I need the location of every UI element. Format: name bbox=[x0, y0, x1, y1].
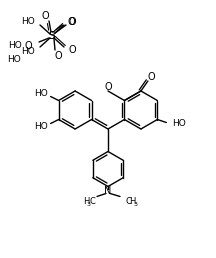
Text: S: S bbox=[49, 31, 55, 41]
Text: HO: HO bbox=[34, 122, 48, 131]
Text: N: N bbox=[104, 187, 112, 197]
Text: O: O bbox=[104, 82, 112, 92]
Text: HO: HO bbox=[21, 46, 35, 55]
Text: 3: 3 bbox=[87, 202, 91, 207]
Text: O: O bbox=[24, 41, 32, 51]
Text: HO: HO bbox=[8, 42, 22, 51]
Text: HO: HO bbox=[173, 119, 186, 128]
Text: 3: 3 bbox=[134, 202, 138, 207]
Text: H: H bbox=[129, 197, 135, 206]
Text: C: C bbox=[89, 197, 95, 206]
Text: HO: HO bbox=[21, 17, 35, 26]
Text: HO: HO bbox=[7, 54, 21, 63]
Text: C: C bbox=[125, 197, 131, 206]
Text: H: H bbox=[84, 197, 90, 206]
Text: O: O bbox=[147, 72, 155, 82]
Text: S: S bbox=[49, 31, 55, 41]
Text: O: O bbox=[68, 17, 76, 27]
Text: O: O bbox=[68, 45, 76, 55]
Text: O: O bbox=[67, 17, 75, 27]
Text: O: O bbox=[41, 11, 49, 21]
Text: HO: HO bbox=[34, 89, 48, 98]
Text: O: O bbox=[54, 51, 62, 61]
